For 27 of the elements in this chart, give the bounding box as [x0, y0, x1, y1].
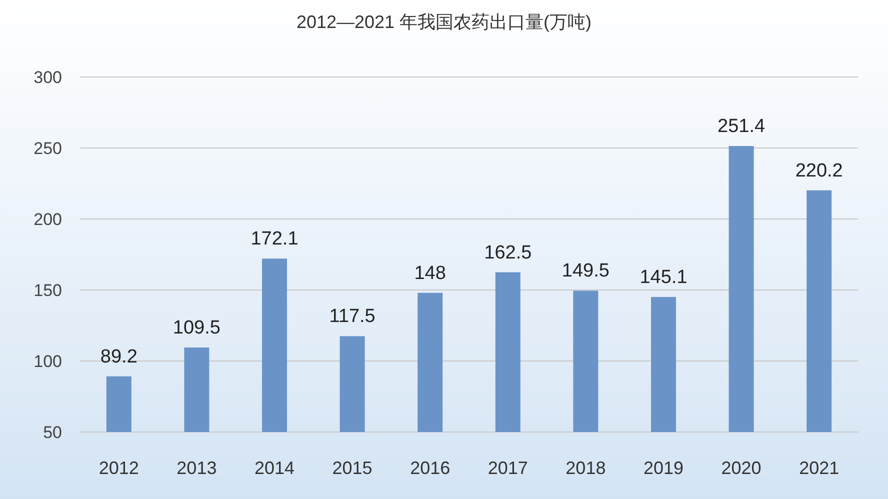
y-tick-label: 150	[34, 281, 62, 300]
x-tick-label: 2021	[799, 458, 840, 478]
x-tick-label: 2017	[488, 458, 528, 478]
x-tick-label: 2012	[98, 458, 139, 478]
y-tick-label: 300	[34, 68, 62, 87]
x-tick-label: 2013	[176, 458, 217, 478]
data-label: 149.5	[562, 260, 610, 282]
x-tick-label: 2020	[721, 458, 762, 478]
x-tick-label: 2018	[566, 458, 606, 478]
chart-title: 2012—2021 年我国农药出口量(万吨)	[296, 12, 592, 32]
x-tick-label: 2016	[410, 458, 450, 478]
x-tick-label: 2015	[332, 458, 372, 478]
data-label: 162.5	[484, 242, 532, 264]
y-tick-label: 200	[34, 210, 62, 229]
x-tick-label: 2019	[643, 458, 684, 478]
data-label: 109.5	[172, 318, 220, 339]
data-label: 251.4	[718, 116, 766, 138]
data-label: 172.1	[250, 228, 298, 250]
y-tick-label: 50	[43, 423, 62, 442]
x-tick-label: 2014	[254, 458, 295, 478]
data-label: 89.2	[100, 346, 138, 368]
y-tick-label: 250	[34, 139, 62, 158]
data-label: 148	[414, 262, 446, 284]
data-label: 145.1	[640, 266, 688, 288]
data-label: 220.2	[795, 160, 843, 182]
data-label: 117.5	[329, 306, 376, 328]
y-tick-label: 100	[34, 352, 62, 371]
